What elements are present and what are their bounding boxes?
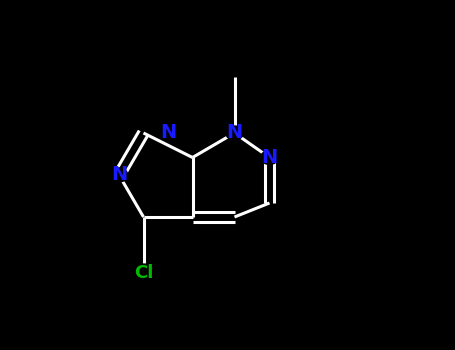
Ellipse shape: [226, 126, 243, 140]
Ellipse shape: [110, 168, 128, 182]
Ellipse shape: [159, 126, 177, 140]
Ellipse shape: [131, 264, 156, 282]
Text: N: N: [111, 166, 127, 184]
Text: Cl: Cl: [134, 264, 153, 282]
Ellipse shape: [261, 150, 278, 164]
Text: N: N: [227, 124, 243, 142]
Text: N: N: [160, 124, 176, 142]
Text: N: N: [261, 148, 278, 167]
